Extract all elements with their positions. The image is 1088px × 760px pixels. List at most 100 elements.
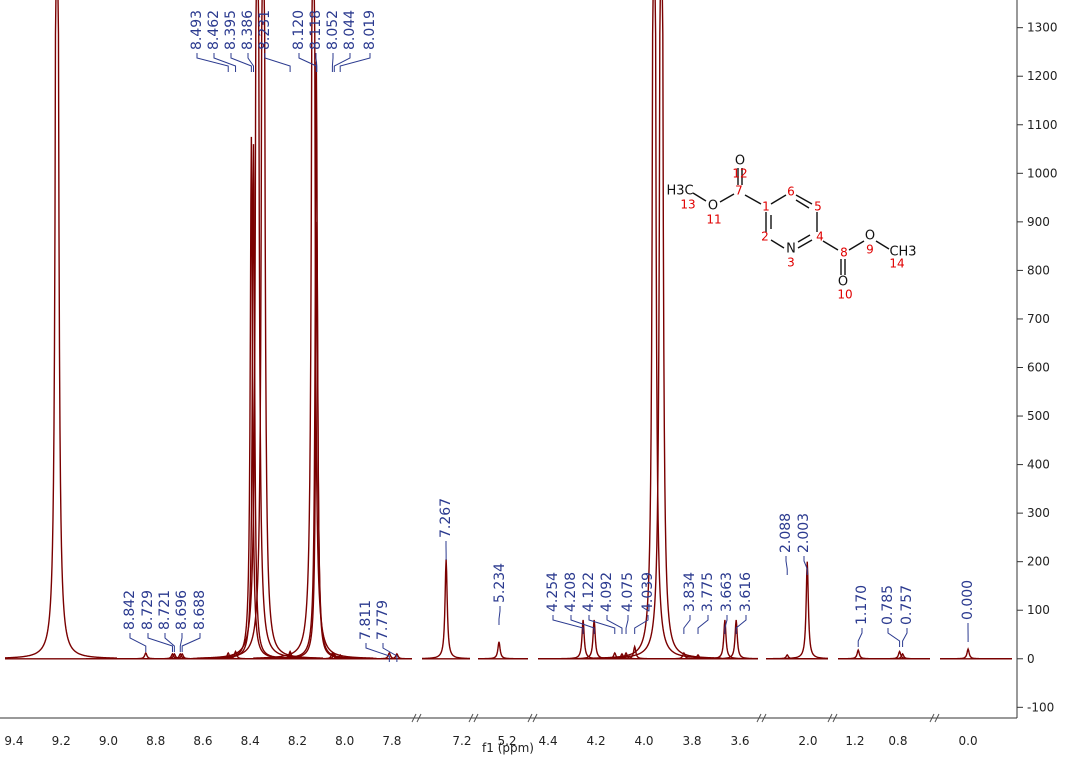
bond (797, 239, 813, 249)
atom-number: 2 (761, 230, 769, 244)
y-tick-label: 400 (1027, 458, 1050, 472)
peak-label: 0.785 (880, 585, 896, 625)
y-tick-label: 500 (1027, 409, 1050, 423)
peak (203, 0, 324, 659)
atom-symbol: O (838, 275, 848, 290)
peak-label: 8.044 (342, 10, 358, 50)
x-tick-label: 9.0 (99, 734, 118, 748)
peak (253, 0, 374, 659)
atom-number: 7 (735, 184, 743, 198)
axis-break (527, 713, 538, 723)
label-leader (298, 53, 317, 72)
axis-break (756, 713, 767, 723)
x-tick-label: 3.6 (730, 734, 749, 748)
peak-label: 8.462 (206, 10, 222, 50)
label-leader (887, 628, 901, 647)
x-tick-label: 4.4 (539, 734, 558, 748)
y-tick-label: 800 (1027, 263, 1050, 277)
label-leader (498, 606, 501, 625)
label-leader (570, 615, 595, 634)
label-leader (164, 633, 175, 652)
label-leader (803, 556, 808, 575)
peak-label: 3.834 (682, 572, 698, 612)
peak-label: 0.000 (960, 580, 976, 620)
label-leader (179, 633, 183, 652)
peak-label: 8.120 (291, 10, 307, 50)
atom-number: 10 (837, 288, 852, 302)
x-tick-label: 1.2 (845, 734, 864, 748)
peak (197, 0, 318, 659)
peak (538, 619, 644, 660)
peak-label: 8.729 (140, 590, 156, 630)
label-leader (697, 615, 709, 634)
peak-label: 4.075 (620, 572, 636, 612)
bond (719, 193, 735, 203)
atom-number: 13 (680, 198, 695, 212)
atom-symbol: N (786, 242, 796, 257)
bond (692, 192, 707, 202)
label-leader (857, 628, 863, 647)
peak-label: 1.170 (854, 585, 870, 625)
bond (744, 194, 762, 205)
peak-label: 4.122 (581, 572, 597, 612)
x-tick-label: 0.8 (888, 734, 907, 748)
label-leader (724, 615, 728, 634)
atom-symbol: H3C (666, 184, 693, 199)
peak-label: 8.721 (157, 590, 173, 630)
peak-label: 2.003 (796, 513, 812, 553)
peak (766, 561, 828, 660)
x-tick-label: 5.2 (497, 734, 516, 748)
peak (601, 0, 722, 659)
peak (676, 619, 758, 660)
label-leader (606, 615, 623, 634)
peak (940, 647, 1012, 660)
x-tick-label: 2.0 (798, 734, 817, 748)
x-tick-label: 4.0 (634, 734, 653, 748)
bond (795, 194, 813, 205)
atom-number: 6 (787, 185, 795, 199)
y-tick-label: 0 (1027, 652, 1035, 666)
y-tick-label: -100 (1027, 700, 1054, 714)
x-tick-label: 9.2 (52, 734, 71, 748)
x-tick-label: 8.4 (241, 734, 260, 748)
label-leader (247, 53, 254, 72)
peak-label: 4.208 (563, 572, 579, 612)
label-leader (333, 53, 351, 72)
axis-break (468, 713, 479, 723)
peak-label: 8.842 (122, 590, 138, 630)
label-leader (634, 615, 649, 634)
peak (193, 144, 314, 660)
label-leader (315, 53, 318, 72)
x-tick-label: 7.2 (452, 734, 471, 748)
axis-break (411, 713, 422, 723)
label-leader (230, 53, 252, 72)
bond (848, 240, 865, 251)
x-tick-label: 0.0 (959, 734, 978, 748)
x-tick-label: 9.4 (4, 734, 23, 748)
peak-label: 8.019 (362, 10, 378, 50)
atom-number: 8 (840, 246, 848, 260)
y-tick-label: 600 (1027, 360, 1050, 374)
x-tick-label: 8.6 (193, 734, 212, 748)
label-leader (552, 615, 584, 634)
atom-symbol: O (708, 199, 718, 214)
y-tick-label: 200 (1027, 555, 1050, 569)
atom-number: 11 (706, 213, 721, 227)
peak-label: 8.118 (308, 10, 324, 50)
peak-label: 8.052 (325, 10, 341, 50)
peak-label: 3.775 (700, 572, 716, 612)
peak-label: 0.757 (899, 585, 915, 625)
y-tick-label: 1200 (1027, 69, 1058, 83)
atom-symbol: CH3 (889, 245, 916, 260)
x-tick-label: 8.0 (335, 734, 354, 748)
peak-label: 8.395 (223, 10, 239, 50)
label-leader (735, 615, 747, 634)
atom-number: 12 (732, 167, 747, 181)
peak-label: 8.386 (240, 10, 256, 50)
axis-break (827, 713, 838, 723)
y-tick-label: 1100 (1027, 118, 1058, 132)
bond (875, 240, 890, 250)
label-leader (902, 628, 908, 647)
